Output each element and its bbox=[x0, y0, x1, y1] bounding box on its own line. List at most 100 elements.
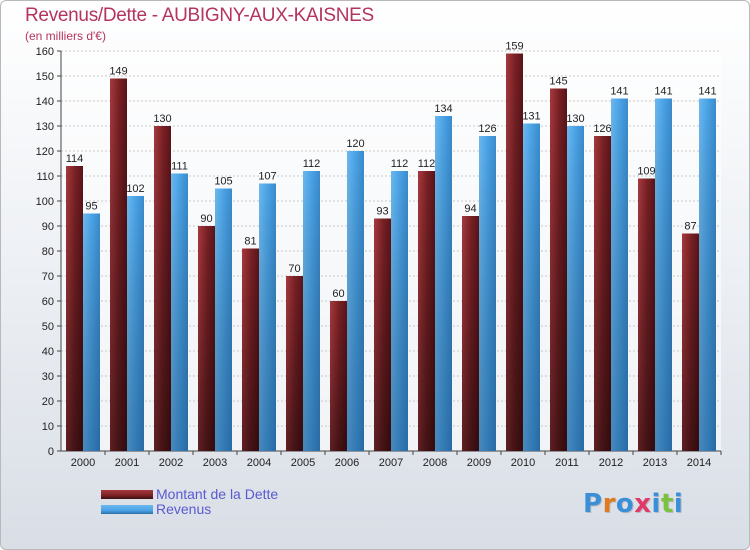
data-label-debt: 60 bbox=[332, 288, 344, 300]
chart-title: Revenus/Dette - AUBIGNY-AUX-KAISNES bbox=[25, 5, 374, 26]
logo-letter: t bbox=[660, 489, 674, 519]
bar-debt-shade bbox=[638, 178, 655, 451]
logo-letter: i bbox=[651, 489, 661, 519]
y-tick-label: 90 bbox=[42, 221, 54, 233]
bar-debt-shade bbox=[682, 233, 699, 451]
x-tick-label: 2002 bbox=[159, 457, 183, 469]
data-label-debt: 70 bbox=[288, 263, 300, 275]
y-tick-label: 150 bbox=[36, 71, 54, 83]
y-tick-label: 100 bbox=[36, 196, 54, 208]
y-tick-label: 50 bbox=[42, 321, 54, 333]
chart-subtitle: (en milliers d'€) bbox=[25, 29, 106, 43]
x-tick-label: 2005 bbox=[291, 457, 315, 469]
bar-revenue-shade bbox=[479, 136, 496, 451]
data-label-debt: 149 bbox=[109, 66, 127, 78]
logo-letter: o bbox=[615, 489, 635, 519]
bar-debt-shade bbox=[594, 136, 611, 451]
proxiti-logo: Proxiti bbox=[583, 489, 683, 519]
data-label-revenue: 111 bbox=[171, 161, 188, 173]
bar-revenue-shade bbox=[655, 98, 672, 451]
x-tick-label: 2014 bbox=[687, 457, 711, 469]
x-tick-label: 2000 bbox=[71, 457, 95, 469]
bar-debt-shade bbox=[418, 171, 435, 451]
x-tick-label: 2012 bbox=[599, 457, 623, 469]
x-tick-label: 2001 bbox=[115, 457, 139, 469]
bar-debt-shade bbox=[110, 78, 127, 451]
logo-letter: r bbox=[602, 489, 616, 519]
data-label-revenue: 131 bbox=[522, 111, 540, 123]
y-tick-label: 110 bbox=[36, 171, 54, 183]
data-label-revenue: 134 bbox=[434, 103, 452, 115]
y-tick-label: 0 bbox=[48, 446, 54, 458]
x-tick-label: 2009 bbox=[467, 457, 491, 469]
bar-debt-shade bbox=[506, 53, 523, 451]
bar-debt-shade bbox=[462, 216, 479, 451]
data-label-revenue: 141 bbox=[610, 86, 628, 98]
bar-revenue-shade bbox=[303, 171, 320, 451]
bar-debt-shade bbox=[550, 88, 567, 451]
data-label-debt: 94 bbox=[464, 203, 476, 215]
legend-label-debt: Montant de la Dette bbox=[156, 486, 279, 502]
bar-revenue-shade bbox=[611, 98, 628, 451]
bar-revenue-shade bbox=[391, 171, 408, 451]
data-label-debt: 112 bbox=[418, 158, 436, 170]
x-tick-label: 2008 bbox=[423, 457, 447, 469]
bar-debt-shade bbox=[286, 276, 303, 451]
data-label-debt: 81 bbox=[244, 236, 256, 248]
data-label-debt: 114 bbox=[66, 153, 84, 165]
bar-revenue-shade bbox=[435, 116, 452, 451]
bar-debt-shade bbox=[374, 218, 391, 451]
y-tick-label: 140 bbox=[36, 96, 54, 108]
data-label-revenue: 130 bbox=[566, 113, 584, 125]
bar-debt-shade bbox=[330, 301, 347, 451]
x-tick-label: 2004 bbox=[247, 457, 271, 469]
data-label-revenue: 112 bbox=[303, 158, 321, 170]
data-label-revenue: 141 bbox=[654, 86, 672, 98]
data-label-debt: 109 bbox=[637, 166, 655, 178]
data-label-debt: 130 bbox=[153, 113, 171, 125]
y-tick-label: 160 bbox=[36, 46, 54, 58]
data-label-debt: 93 bbox=[376, 206, 388, 218]
data-label-debt: 90 bbox=[200, 213, 212, 225]
x-tick-label: 2013 bbox=[643, 457, 667, 469]
bar-debt-shade bbox=[66, 166, 83, 451]
data-label-revenue: 102 bbox=[126, 183, 144, 195]
data-label-debt: 145 bbox=[549, 76, 567, 88]
y-tick-label: 70 bbox=[42, 271, 54, 283]
data-label-revenue: 112 bbox=[391, 158, 409, 170]
bar-revenue-shade bbox=[259, 183, 276, 451]
data-label-debt: 126 bbox=[593, 123, 611, 135]
logo-letter: i bbox=[673, 489, 684, 519]
x-tick-label: 2010 bbox=[511, 457, 535, 469]
bar-revenue-shade bbox=[171, 173, 188, 451]
logo-letter: P bbox=[583, 489, 603, 519]
x-tick-label: 2007 bbox=[379, 457, 403, 469]
y-tick-label: 120 bbox=[36, 146, 54, 158]
data-label-debt: 159 bbox=[505, 41, 523, 53]
x-tick-label: 2006 bbox=[335, 457, 359, 469]
data-label-revenue: 120 bbox=[346, 138, 364, 150]
bar-revenue-shade bbox=[347, 151, 364, 451]
logo-letter: x bbox=[634, 489, 652, 519]
y-tick-label: 20 bbox=[42, 396, 54, 408]
bar-debt-shade bbox=[154, 126, 171, 451]
data-label-revenue: 107 bbox=[258, 171, 276, 183]
y-tick-label: 40 bbox=[42, 346, 54, 358]
y-tick-label: 60 bbox=[42, 296, 54, 308]
x-tick-label: 2003 bbox=[203, 457, 227, 469]
data-label-revenue: 126 bbox=[478, 123, 496, 135]
legend-swatch-revenue bbox=[101, 505, 153, 514]
data-label-revenue: 95 bbox=[85, 201, 97, 213]
x-tick-label: 2011 bbox=[555, 457, 579, 469]
data-label-debt: 87 bbox=[684, 221, 696, 233]
legend-label-revenue: Revenus bbox=[156, 501, 212, 517]
bar-debt-shade bbox=[242, 248, 259, 451]
y-tick-label: 10 bbox=[42, 421, 54, 433]
y-tick-label: 80 bbox=[42, 246, 54, 258]
bar-revenue-shade bbox=[127, 196, 144, 451]
bar-debt-shade bbox=[198, 226, 215, 451]
bar-revenue-shade bbox=[567, 126, 584, 451]
bar-revenue-shade bbox=[523, 123, 540, 451]
